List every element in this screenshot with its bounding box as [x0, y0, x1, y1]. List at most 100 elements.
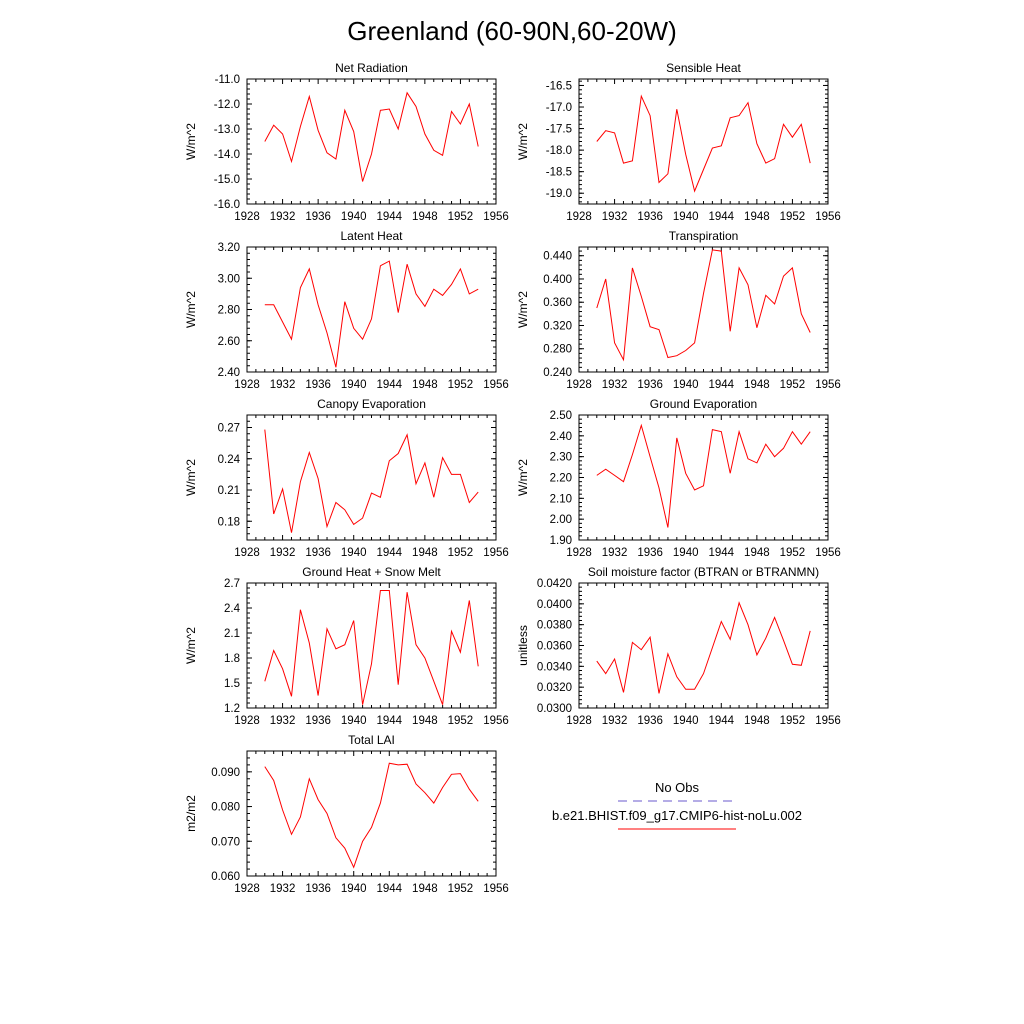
y-tick-label: -11.0 — [215, 74, 240, 86]
x-tick-label: 1932 — [270, 211, 296, 223]
x-tick-label: 1956 — [815, 547, 841, 559]
x-tick-label: 1948 — [412, 211, 438, 223]
panel-2: 1928 1932 1936 1940 1944 1948 1952 1956 2.40 2.60… — [184, 229, 509, 391]
x-tick-label: 1932 — [602, 547, 628, 559]
x-tick-label: 1948 — [412, 715, 438, 727]
x-tick-label: 1948 — [744, 379, 770, 391]
figure-title: Greenland (60-90N,60-20W) — [347, 16, 677, 46]
panels: 1928 1932 1936 1940 1944 1948 1952 1956 -16.0 -15… — [184, 61, 841, 895]
x-tick-label: 1940 — [341, 211, 367, 223]
y-tick-label: 2.1 — [224, 628, 240, 640]
x-tick-label: 1948 — [412, 379, 438, 391]
panel-8: 1928 1932 1936 1940 1944 1948 1952 1956 0.060 0.0… — [184, 733, 509, 895]
y-tick-label: 1.5 — [224, 678, 240, 690]
y-tick-label: -12.0 — [214, 99, 240, 111]
plot-frame — [578, 414, 829, 541]
x-tick-label: 1940 — [341, 715, 367, 727]
x-tick-label: 1952 — [448, 211, 474, 223]
y-tick-label: -18.5 — [546, 167, 572, 179]
x-tick-label: 1944 — [708, 715, 734, 727]
panel-1: 1928 1932 1936 1940 1944 1948 1952 1956 -19.0 -18… — [516, 61, 841, 223]
y-tick-label: 0.360 — [543, 297, 572, 309]
y-tick-label: 0.0380 — [537, 620, 572, 632]
y-tick-label: 0.18 — [218, 516, 240, 528]
x-tick-label: 1948 — [744, 715, 770, 727]
x-tick-label: 1956 — [483, 211, 509, 223]
x-tick-label: 1928 — [566, 379, 592, 391]
y-tick-label: 0.0420 — [537, 578, 572, 590]
y-axis-label: W/m^2 — [184, 459, 198, 496]
panel-7: 1928 1932 1936 1940 1944 1948 1952 1956 0.0300 0.… — [516, 565, 841, 727]
x-tick-label: 1956 — [815, 379, 841, 391]
x-tick-label: 1932 — [270, 379, 296, 391]
panel-4: 1928 1932 1936 1940 1944 1948 1952 1956 0.18 0.21… — [184, 397, 509, 559]
x-tick-label: 1948 — [744, 211, 770, 223]
panel-title: Ground Heat + Snow Melt — [302, 565, 441, 579]
plot-frame — [578, 78, 829, 205]
panel-title: Transpiration — [669, 229, 739, 243]
x-tick-label: 1932 — [602, 715, 628, 727]
x-tick-label: 1936 — [305, 883, 331, 895]
panel-title: Canopy Evaporation — [317, 397, 426, 411]
plot-frame — [246, 414, 497, 541]
y-tick-label: 2.50 — [550, 410, 572, 422]
series-line-0 — [264, 590, 479, 705]
x-tick-label: 1956 — [483, 547, 509, 559]
y-tick-label: 1.90 — [550, 535, 572, 547]
x-tick-label: 1940 — [673, 379, 699, 391]
y-tick-label: -16.5 — [546, 80, 572, 92]
y-tick-label: 0.070 — [211, 836, 240, 848]
x-tick-label: 1936 — [305, 211, 331, 223]
y-axis-label: W/m^2 — [184, 291, 198, 328]
plot-frame — [246, 246, 497, 373]
y-axis-label: W/m^2 — [516, 291, 530, 328]
legend-label-no-obs: No Obs — [655, 780, 700, 795]
y-tick-label: 0.0320 — [537, 682, 572, 694]
x-tick-label: 1936 — [637, 715, 663, 727]
x-tick-label: 1944 — [376, 211, 402, 223]
y-tick-label: 2.40 — [550, 431, 572, 443]
y-tick-label: 2.7 — [224, 578, 240, 590]
x-tick-label: 1956 — [483, 379, 509, 391]
panel-title: Latent Heat — [340, 229, 403, 243]
x-tick-label: 1936 — [637, 211, 663, 223]
y-tick-label: -13.0 — [214, 124, 240, 136]
x-tick-label: 1936 — [637, 547, 663, 559]
series-line-0 — [264, 260, 479, 368]
y-tick-label: 1.8 — [224, 653, 240, 665]
x-tick-label: 1936 — [637, 379, 663, 391]
panel-0: 1928 1932 1936 1940 1944 1948 1952 1956 -16.0 -15… — [184, 61, 509, 223]
plot-frame — [578, 246, 829, 373]
x-tick-label: 1940 — [341, 883, 367, 895]
y-axis-label: W/m^2 — [516, 123, 530, 160]
panel-title: Sensible Heat — [666, 61, 741, 75]
y-tick-label: 0.400 — [543, 274, 572, 286]
x-tick-label: 1948 — [744, 547, 770, 559]
plot-frame — [578, 582, 829, 709]
x-tick-label: 1952 — [780, 547, 806, 559]
y-tick-label: -19.0 — [546, 188, 572, 200]
x-tick-label: 1956 — [815, 211, 841, 223]
series-line-0 — [596, 94, 811, 193]
y-tick-label: 0.320 — [543, 320, 572, 332]
x-tick-label: 1944 — [376, 547, 402, 559]
x-tick-label: 1928 — [566, 715, 592, 727]
panel-title: Total LAI — [348, 733, 395, 747]
x-tick-label: 1928 — [566, 211, 592, 223]
series-line-0 — [596, 601, 811, 694]
series-line-0 — [264, 762, 479, 869]
y-tick-label: 3.20 — [218, 242, 240, 254]
y-tick-label: 0.24 — [218, 454, 241, 466]
y-tick-label: 0.440 — [543, 251, 572, 263]
x-tick-label: 1940 — [673, 547, 699, 559]
x-tick-label: 1940 — [341, 379, 367, 391]
x-tick-label: 1932 — [602, 379, 628, 391]
legend: No Obs b.e21.BHIST.f09_g17.CMIP6-hist-no… — [552, 780, 802, 830]
x-tick-label: 1952 — [780, 379, 806, 391]
series-line-0 — [264, 429, 479, 533]
x-tick-label: 1956 — [483, 883, 509, 895]
x-tick-label: 1956 — [483, 715, 509, 727]
x-tick-label: 1928 — [234, 211, 260, 223]
x-tick-label: 1952 — [448, 379, 474, 391]
x-tick-label: 1928 — [566, 547, 592, 559]
